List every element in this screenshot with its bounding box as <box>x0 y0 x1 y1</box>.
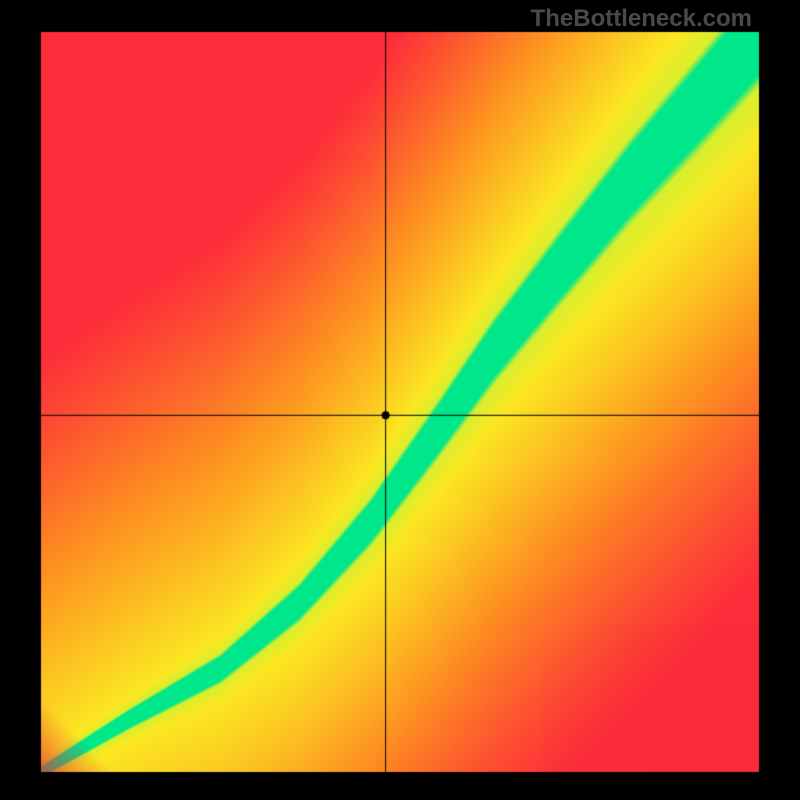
chart-container: { "watermark": "TheBottleneck.com", "can… <box>0 0 800 800</box>
watermark: TheBottleneck.com <box>531 5 752 33</box>
heatmap-canvas <box>0 0 800 800</box>
